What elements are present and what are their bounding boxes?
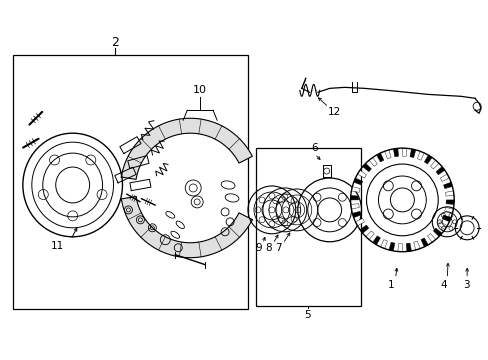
Bar — [255, 148, 360, 306]
Polygon shape — [420, 238, 427, 247]
Text: 1: 1 — [387, 280, 394, 289]
Polygon shape — [406, 243, 410, 252]
Polygon shape — [121, 118, 252, 179]
Polygon shape — [376, 153, 383, 162]
Text: 11: 11 — [51, 241, 64, 251]
Polygon shape — [397, 244, 402, 252]
Polygon shape — [409, 149, 415, 158]
Polygon shape — [350, 195, 358, 200]
Polygon shape — [380, 240, 386, 249]
Text: 6: 6 — [311, 143, 317, 153]
Polygon shape — [435, 167, 444, 175]
Polygon shape — [353, 178, 362, 185]
Polygon shape — [121, 197, 252, 258]
Polygon shape — [443, 182, 451, 189]
Bar — [13, 55, 247, 310]
Text: 3: 3 — [462, 280, 468, 289]
Text: 8: 8 — [265, 243, 272, 253]
Polygon shape — [352, 211, 361, 218]
Polygon shape — [440, 174, 448, 181]
Text: 4: 4 — [440, 280, 447, 289]
Polygon shape — [368, 157, 376, 166]
Polygon shape — [444, 207, 452, 213]
Polygon shape — [441, 215, 450, 222]
Polygon shape — [362, 163, 371, 172]
Polygon shape — [432, 228, 441, 237]
Polygon shape — [429, 160, 438, 169]
Polygon shape — [413, 241, 419, 250]
Text: 9: 9 — [255, 243, 262, 253]
Polygon shape — [417, 151, 424, 160]
Polygon shape — [351, 186, 359, 192]
Polygon shape — [437, 222, 447, 230]
Text: 7: 7 — [275, 243, 282, 253]
Polygon shape — [445, 200, 453, 204]
Text: 2: 2 — [111, 36, 119, 49]
Polygon shape — [392, 148, 398, 157]
Polygon shape — [359, 225, 368, 233]
Polygon shape — [427, 234, 435, 242]
Polygon shape — [424, 155, 431, 164]
Polygon shape — [445, 191, 453, 196]
Polygon shape — [365, 231, 373, 240]
Polygon shape — [357, 170, 366, 178]
Text: 10: 10 — [193, 85, 207, 95]
Polygon shape — [372, 236, 380, 245]
Polygon shape — [355, 219, 364, 226]
Text: 5: 5 — [304, 310, 310, 320]
Polygon shape — [384, 150, 390, 159]
Polygon shape — [402, 148, 406, 156]
Polygon shape — [350, 204, 359, 209]
Polygon shape — [388, 242, 394, 251]
Text: 12: 12 — [327, 107, 341, 117]
